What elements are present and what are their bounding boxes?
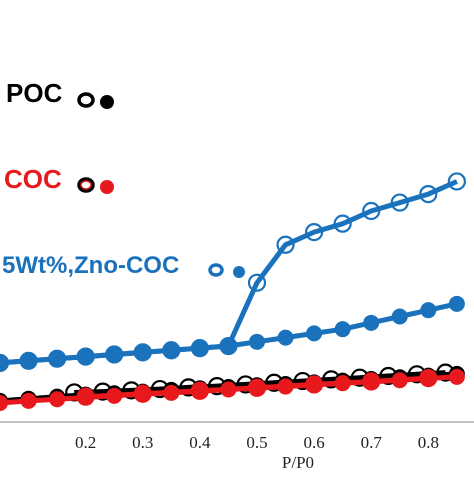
- data-point-filled-coc: [306, 376, 323, 393]
- data-point-filled-coc: [106, 387, 123, 404]
- data-point-filled-5wt-zno-coc: [334, 321, 351, 338]
- x-tick-label: 0.6: [303, 433, 324, 452]
- data-point-filled-5wt-zno-coc: [448, 295, 465, 312]
- data-point-filled-coc: [20, 392, 37, 409]
- data-point-filled-coc: [191, 383, 208, 400]
- data-point-filled-5wt-zno-coc: [0, 354, 8, 371]
- legend-label-poc: POC: [6, 78, 63, 108]
- x-tick-label: 0.3: [132, 433, 153, 452]
- data-point-filled-5wt-zno-coc: [77, 348, 94, 365]
- data-point-filled-coc: [363, 373, 380, 390]
- data-point-filled-5wt-zno-coc: [220, 338, 237, 355]
- data-point-filled-5wt-zno-coc: [306, 325, 323, 342]
- legend-marker-filled-poc: [100, 95, 114, 109]
- data-point-filled-5wt-zno-coc: [248, 333, 265, 350]
- x-tick-label: 0.5: [246, 433, 267, 452]
- data-point-open-5wt-zno-coc: [304, 223, 324, 242]
- data-point-filled-coc: [334, 375, 351, 392]
- data-point-open-5wt-zno-coc: [419, 185, 438, 204]
- data-point-filled-5wt-zno-coc: [191, 340, 208, 357]
- legend-label-coc: COC: [4, 164, 62, 194]
- data-point-filled-coc: [163, 384, 180, 401]
- data-point-filled-coc: [248, 380, 265, 397]
- legend-marker-open-5wt-zno-coc: [208, 263, 224, 277]
- data-point-filled-coc: [277, 378, 294, 395]
- legend-marker-open-poc: [77, 92, 95, 108]
- data-point-open-5wt-zno-coc: [276, 235, 295, 254]
- data-point-open-5wt-zno-coc: [247, 273, 267, 292]
- data-point-filled-5wt-zno-coc: [106, 346, 123, 363]
- data-point-filled-5wt-zno-coc: [277, 329, 294, 346]
- data-point-open-5wt-zno-coc: [390, 193, 409, 212]
- data-point-filled-5wt-zno-coc: [420, 302, 437, 319]
- data-point-open-5wt-zno-coc: [362, 201, 381, 221]
- data-point-filled-coc: [448, 368, 465, 385]
- legend-marker-open-coc: [77, 177, 95, 193]
- data-point-filled-5wt-zno-coc: [134, 344, 151, 361]
- data-point-filled-coc: [220, 381, 237, 398]
- x-tick-label: 0.7: [361, 433, 383, 452]
- data-point-filled-coc: [391, 372, 408, 389]
- data-point-filled-5wt-zno-coc: [20, 352, 37, 369]
- data-point-filled-5wt-zno-coc: [49, 350, 66, 367]
- legend-marker-filled-5wt-zno-coc: [233, 266, 245, 278]
- data-point-filled-coc: [49, 391, 66, 408]
- data-point-filled-5wt-zno-coc: [391, 308, 408, 325]
- x-axis-title: P/P0: [282, 453, 314, 472]
- legend-label-zno-coc: 5Wt%,Zno-COC: [2, 252, 180, 279]
- x-tick-label: 0.8: [418, 433, 439, 452]
- data-point-filled-5wt-zno-coc: [363, 314, 380, 331]
- data-point-filled-coc: [134, 386, 151, 403]
- data-point-filled-coc: [420, 370, 437, 387]
- data-point-open-5wt-zno-coc: [447, 172, 466, 191]
- data-point-filled-5wt-zno-coc: [163, 342, 180, 359]
- data-point-filled-coc: [0, 395, 8, 412]
- data-point-open-5wt-zno-coc: [333, 214, 352, 233]
- data-point-filled-coc: [77, 389, 94, 406]
- legend-marker-filled-coc: [100, 180, 114, 194]
- x-tick-label: 0.4: [189, 433, 211, 452]
- legend-marker-open-inner-coc: [80, 180, 92, 190]
- x-tick-label: 0.2: [75, 433, 96, 452]
